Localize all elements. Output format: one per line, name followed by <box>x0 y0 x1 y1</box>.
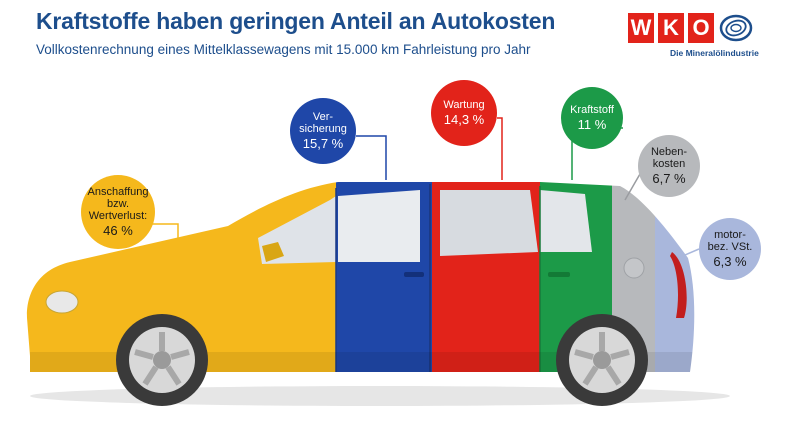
logo-letter-o: O <box>688 13 714 43</box>
bubble-motor-vst: motor-bez. VSt. 6,3 % <box>699 218 761 280</box>
leader-nebenkosten <box>624 173 641 201</box>
leader-anschaffung <box>151 223 179 255</box>
bubble-value: 11 % <box>577 116 607 132</box>
bubble-kraftstoff: Kraftstoff 11 % <box>561 87 623 149</box>
logo-tagline: Die Mineralölindustrie <box>670 48 759 58</box>
bubble-nebenkosten: Neben-kosten 6,7 % <box>638 135 700 197</box>
swirl-icon <box>719 14 753 42</box>
side-mirror <box>262 242 284 262</box>
bubble-label: Ver-sicherung <box>299 110 347 135</box>
headlight <box>45 290 79 314</box>
bubble-anschaffung: Anschaffung bzw. Wertverlust: 46 % <box>81 175 155 249</box>
rear-wheel <box>556 314 648 406</box>
bubble-value: 6,7 % <box>652 170 686 186</box>
bubble-value: 14,3 % <box>443 111 485 127</box>
wko-logo: W K O Die Mineralölindustrie <box>628 10 784 62</box>
rear-quarter-window <box>540 190 592 252</box>
bubble-label: Neben-kosten <box>650 145 688 170</box>
car-shadow <box>30 386 730 406</box>
bubble-label: Anschaffung bzw. Wertverlust: <box>87 185 149 222</box>
rear-door-handle <box>548 272 570 277</box>
bubble-value: 46 % <box>103 222 133 238</box>
front-door-window <box>338 190 420 262</box>
front-door-handle <box>404 272 424 277</box>
leader-wartung <box>497 117 503 180</box>
bubble-label: Wartung <box>443 98 485 111</box>
logo-letter-w: W <box>628 13 654 43</box>
leader-versicherung <box>356 135 387 180</box>
bubble-label: motor-bez. VSt. <box>707 228 753 253</box>
bubble-label: Kraftstoff <box>570 103 614 116</box>
bubble-value: 15,7 % <box>302 135 344 151</box>
rear-door-window <box>440 190 538 256</box>
bubble-versicherung: Ver-sicherung 15,7 % <box>290 98 356 164</box>
fuel-cap <box>623 257 645 279</box>
chart-title: Kraftstoffe haben geringen Anteil an Aut… <box>36 8 556 34</box>
taillight <box>670 252 687 318</box>
bubble-wartung: Wartung 14,3 % <box>431 80 497 146</box>
chart-subtitle: Vollkostenrechnung eines Mittelklassewag… <box>36 42 531 57</box>
leader-motor-vst <box>677 248 700 259</box>
logo-letter-k: K <box>658 13 684 43</box>
front-wheel <box>116 314 208 406</box>
bubble-value: 6,3 % <box>713 253 747 269</box>
